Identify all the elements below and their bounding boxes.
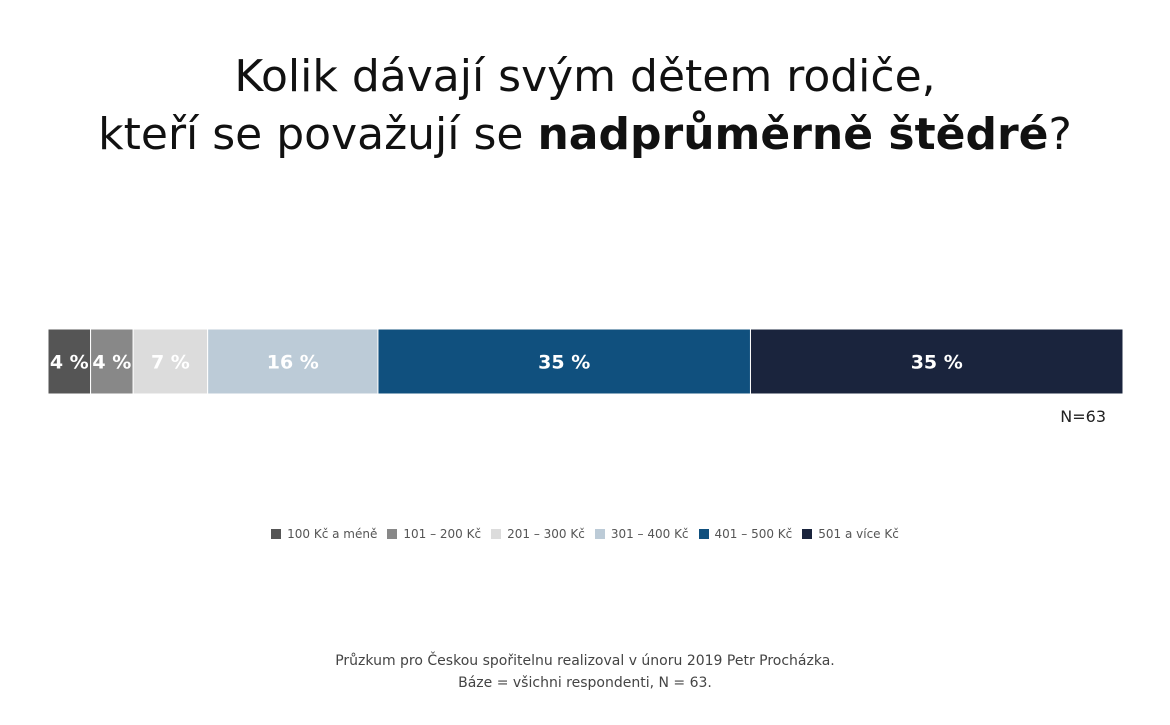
legend-label: 401 – 500 Kč (714, 527, 793, 541)
legend-label: 100 Kč a méně (287, 527, 378, 541)
legend-item-1: 100 Kč a méně (271, 527, 377, 541)
footer-line-1: Průzkum pro Českou spořitelnu realizoval… (335, 653, 835, 669)
chart-legend: 100 Kč a méně 101 – 200 Kč 201 – 300 Kč 301… (0, 527, 1170, 541)
legend-item-4: 301 – 400 Kč (594, 527, 689, 541)
title-line-2-prefix: kteří se považují se (98, 109, 538, 160)
bar-segment-4 (207, 328, 379, 395)
legend-item-5: 401 – 500 Kč (698, 527, 793, 541)
bar-segment-6 (749, 328, 1124, 395)
legend-swatch (271, 529, 282, 539)
title-line-2: kteří se považují se nadprůměrně štědré? (0, 106, 1170, 164)
sample-size-label: N=63 (1060, 407, 1106, 426)
legend-swatch (387, 529, 398, 539)
legend-item-2: 101 – 200 Kč (387, 527, 481, 541)
bar-value-label-1: 4 % (50, 352, 89, 374)
legend-label: 501 a více Kč (818, 527, 899, 541)
chart-title: Kolik dávají svým dětem rodiče, kteří se… (0, 48, 1170, 164)
bar-value-label-2: 4 % (92, 352, 131, 374)
legend-item-3: 201 – 300 Kč (491, 527, 585, 541)
legend-swatch (594, 529, 605, 539)
footer-line-2: Báze = všichni respondenti, N = 63. (458, 675, 712, 691)
legend-item-6: 501 a více Kč (802, 527, 899, 541)
title-line-1: Kolik dávají svým dětem rodiče, (234, 51, 936, 102)
bar-segment-2 (90, 328, 134, 395)
title-line-2-suffix: ? (1048, 109, 1072, 160)
footer-note: Průzkum pro Českou spořitelnu realizoval… (0, 650, 1170, 694)
bar-value-label-4: 16 % (267, 352, 319, 374)
legend-swatch (802, 529, 813, 539)
bar-value-label-3: 7 % (151, 352, 190, 374)
legend-label: 301 – 400 Kč (610, 527, 689, 541)
bar-segment-1 (47, 328, 92, 395)
legend-label: 101 – 200 Kč (403, 527, 482, 541)
bar-segment-5 (377, 328, 751, 395)
title-line-2-bold: nadprůměrně štědré (537, 109, 1049, 160)
legend-label: 201 – 300 Kč (507, 527, 585, 541)
legend-swatch (491, 529, 502, 539)
legend-swatch (698, 529, 709, 539)
bar-value-label-6: 35 % (911, 352, 963, 374)
bar-value-label-5: 35 % (538, 352, 590, 374)
